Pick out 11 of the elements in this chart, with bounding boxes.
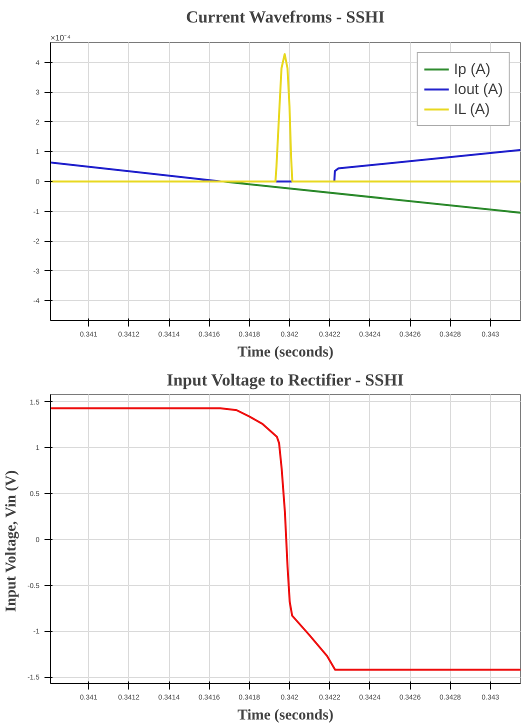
y-axis-title: Input Voltage, Vin (V) xyxy=(3,470,20,612)
x-axis-title: Time (seconds) xyxy=(238,344,334,360)
line-series xyxy=(50,407,520,671)
chart-title: Input Voltage to Rectifier - SSHI xyxy=(166,370,404,390)
annotation: ×10⁻⁴ xyxy=(50,34,72,42)
legend-label: IL (A) xyxy=(454,100,490,118)
line-series xyxy=(50,53,520,182)
legend-label: Ip (A) xyxy=(454,60,490,78)
x-axis-title: Time (seconds) xyxy=(238,708,334,724)
chart-title: Current Wavefroms - SSHI xyxy=(186,8,386,26)
legend-label: Iout (A) xyxy=(454,80,503,98)
